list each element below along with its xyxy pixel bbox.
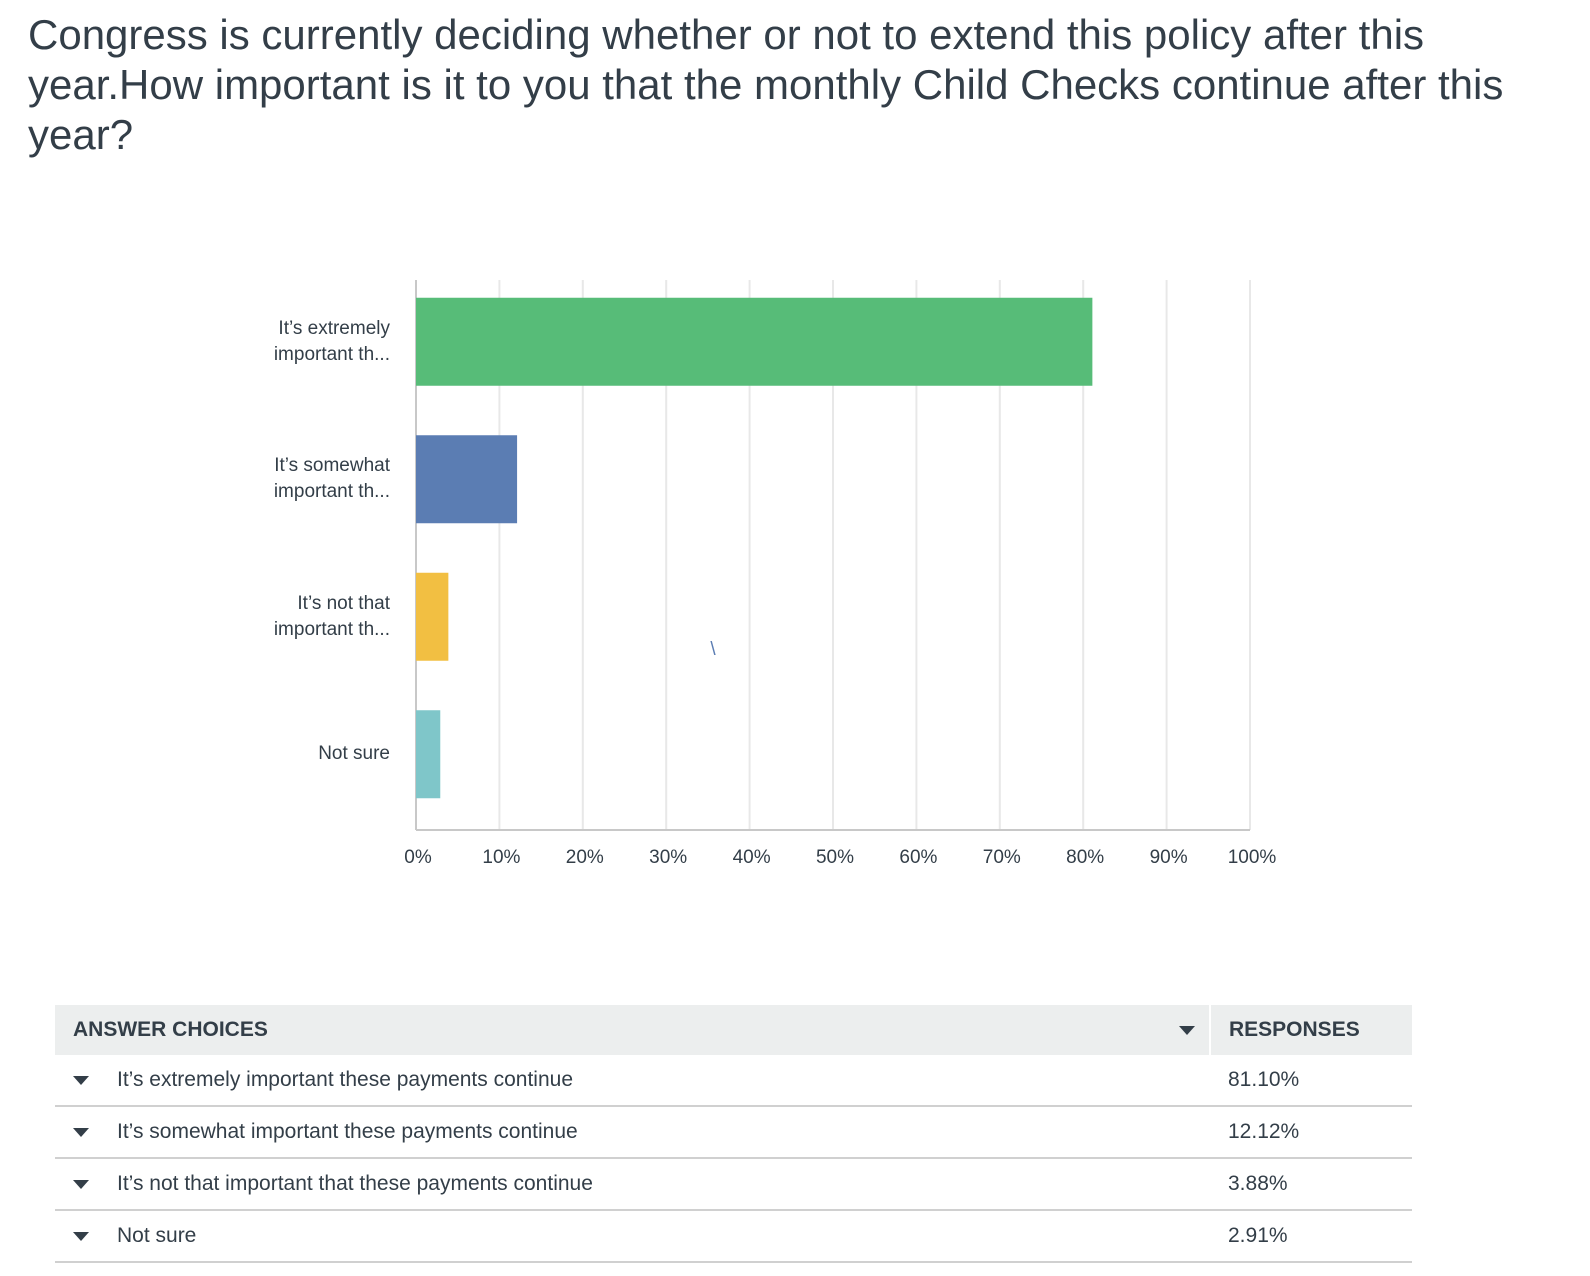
- table-row: It’s somewhat important these payments c…: [55, 1106, 1412, 1159]
- header-cell[interactable]: ANSWER CHOICES: [55, 1005, 1210, 1055]
- x-tick-label: 90%: [1149, 847, 1188, 868]
- answer-text: It’s not that important that these payme…: [117, 1172, 593, 1195]
- expand-icon[interactable]: [73, 1128, 89, 1137]
- table-row: Not sure 2.91%: [55, 1210, 1412, 1263]
- category-label: It’s extremely important th...: [273, 317, 390, 365]
- category-label: It’s not that important th...: [273, 592, 390, 640]
- answer-cell: It’s somewhat important these payments c…: [55, 1106, 1210, 1159]
- x-tick-label: 60%: [899, 847, 938, 868]
- answer-cell: Not sure: [55, 1210, 1210, 1263]
- answer-text: Not sure: [117, 1224, 197, 1247]
- bar: [416, 710, 441, 799]
- expand-icon[interactable]: [73, 1232, 89, 1241]
- answer-cell: It’s extremely important these payments …: [55, 1055, 1210, 1107]
- results-table: ANSWER CHOICES RESPONSES It’s extremely …: [55, 1005, 1412, 1263]
- response-cell: 81.10%: [1210, 1055, 1412, 1107]
- table-row: It’s extremely important these payments …: [55, 1055, 1412, 1107]
- header-text: ANSWER CHOICES: [73, 1018, 268, 1041]
- table-row: It’s not that important that these payme…: [55, 1158, 1412, 1211]
- expand-icon[interactable]: [73, 1076, 89, 1085]
- x-tick-label: 30%: [649, 847, 688, 868]
- bar: [416, 572, 449, 661]
- x-tick-label: 10%: [482, 847, 521, 868]
- header-cell: RESPONSES: [1209, 1005, 1412, 1055]
- bar: [416, 435, 518, 524]
- response-cell: 2.91%: [1210, 1210, 1412, 1263]
- answer-text: It’s extremely important these payments …: [117, 1068, 574, 1091]
- category-label: Not sure: [318, 743, 390, 765]
- annotation: \: [710, 639, 716, 660]
- expand-icon[interactable]: [73, 1180, 89, 1189]
- question-title: Congress is currently deciding whether o…: [28, 11, 1504, 158]
- x-tick-label: 20%: [565, 847, 604, 868]
- x-tick-label: 40%: [732, 847, 771, 868]
- chart: \: [415, 280, 1251, 831]
- table-body: It’s extremely important these payments …: [55, 1055, 1412, 1263]
- x-tick-label: 100%: [1227, 847, 1277, 868]
- category-label: It’s somewhat important th...: [273, 455, 390, 503]
- x-tick-label: 0%: [404, 847, 432, 868]
- sort-icon[interactable]: [1179, 1026, 1195, 1035]
- answer-text: It’s somewhat important these payments c…: [117, 1120, 578, 1143]
- answer-cell: It’s not that important that these payme…: [55, 1158, 1210, 1211]
- x-tick-label: 50%: [815, 847, 855, 868]
- response-cell: 3.88%: [1210, 1158, 1412, 1211]
- bar: [416, 297, 1093, 386]
- x-tick-label: 70%: [982, 847, 1021, 868]
- response-cell: 12.12%: [1210, 1106, 1412, 1159]
- x-tick-label: 80%: [1066, 847, 1105, 868]
